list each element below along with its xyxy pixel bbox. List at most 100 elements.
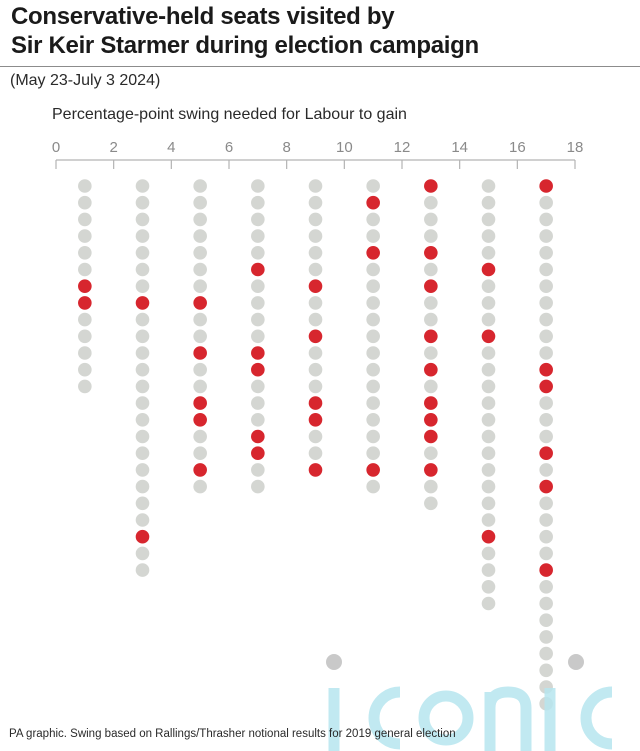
- seat-dots: [78, 179, 553, 711]
- swing-column-15: [481, 179, 496, 611]
- seat-dot: [539, 513, 553, 527]
- visited-seat-dot: [135, 296, 150, 310]
- seat-dot: [135, 413, 150, 427]
- seat-dot: [251, 179, 265, 193]
- seat-dot: [78, 346, 92, 360]
- swing-column-11: [366, 179, 380, 494]
- visited-seat-dot: [193, 463, 207, 477]
- x-axis: 0 2 4 6 8 10 12 14 16 18: [52, 139, 584, 169]
- seat-dot: [193, 279, 207, 294]
- visited-seat-dot: [424, 396, 438, 410]
- date-range-subtitle: (May 23-July 3 2024): [10, 72, 161, 89]
- seat-dot: [539, 613, 553, 627]
- seat-dot: [481, 496, 496, 511]
- x-tick-label: 4: [167, 139, 175, 156]
- swing-column-3: [135, 179, 150, 577]
- seat-dot: [481, 179, 496, 193]
- seat-dot: [366, 179, 380, 193]
- seat-dot: [481, 429, 496, 444]
- seat-dot: [78, 379, 92, 394]
- seat-dot: [366, 296, 380, 310]
- seat-dot: [251, 279, 265, 294]
- seat-dot: [78, 246, 92, 260]
- visited-seat-dot: [135, 529, 150, 544]
- seat-dot: [193, 429, 207, 444]
- seat-dot: [78, 312, 92, 327]
- seat-dot: [135, 513, 150, 527]
- seat-dot: [539, 212, 553, 227]
- seat-dot: [135, 396, 150, 410]
- seat-dot: [481, 346, 496, 360]
- visited-seat-dot: [424, 246, 438, 260]
- visited-seat-dot: [251, 346, 265, 360]
- swing-column-9: [308, 179, 323, 477]
- swing-column-1: [78, 179, 92, 394]
- seat-dot: [308, 262, 323, 277]
- seat-dot: [481, 379, 496, 394]
- visited-seat-dot: [193, 296, 207, 310]
- visited-seat-dot: [308, 413, 323, 427]
- seat-dot: [539, 646, 553, 661]
- visited-seat-dot: [366, 195, 380, 210]
- title-divider: [0, 66, 640, 67]
- visited-seat-dot: [193, 346, 207, 360]
- seat-dot: [481, 413, 496, 427]
- seat-dot: [424, 446, 438, 461]
- visited-seat-dot: [539, 479, 553, 494]
- visited-seat-dot: [539, 362, 553, 377]
- seat-dot: [539, 596, 553, 611]
- swing-column-5: [193, 179, 207, 494]
- visited-seat-dot: [539, 446, 553, 461]
- seat-dot: [539, 262, 553, 277]
- title-line-1: Conservative-held seats visited by: [11, 3, 395, 30]
- seat-dot: [366, 396, 380, 410]
- visited-seat-dot: [251, 446, 265, 461]
- seat-dot: [481, 596, 496, 611]
- seat-dot: [135, 246, 150, 260]
- seat-dot: [308, 195, 323, 210]
- seat-dot: [135, 546, 150, 561]
- x-tick-label: 12: [394, 139, 411, 156]
- seat-dot: [251, 463, 265, 477]
- seat-dot: [539, 195, 553, 210]
- visited-seat-dot: [193, 413, 207, 427]
- seat-dot: [424, 262, 438, 277]
- x-tick-label: 18: [567, 139, 584, 156]
- seat-dot: [251, 413, 265, 427]
- seat-dot: [481, 229, 496, 243]
- seat-dot: [78, 329, 92, 344]
- seat-dot: [481, 580, 496, 594]
- seat-dot: [366, 379, 380, 394]
- seat-dot: [193, 246, 207, 260]
- seat-dot: [78, 262, 92, 277]
- visited-seat-dot: [539, 563, 553, 577]
- seat-dot: [539, 229, 553, 243]
- seat-dot: [366, 262, 380, 277]
- visited-seat-dot: [251, 262, 265, 277]
- x-tick-label: 6: [225, 139, 233, 156]
- seat-dot: [135, 312, 150, 327]
- seat-dot: [135, 279, 150, 294]
- seat-dot: [539, 413, 553, 427]
- seat-dot: [539, 312, 553, 327]
- seat-dot: [481, 546, 496, 561]
- visited-seat-dot: [366, 463, 380, 477]
- seat-dot: [135, 463, 150, 477]
- visited-seat-dot: [424, 179, 438, 193]
- seat-dot: [308, 312, 323, 327]
- seat-dot: [251, 312, 265, 327]
- seat-dot: [424, 296, 438, 310]
- seat-dot: [481, 296, 496, 310]
- title-line-2: Sir Keir Starmer during election campaig…: [11, 32, 479, 59]
- seat-dot: [539, 396, 553, 410]
- seat-dot: [424, 312, 438, 327]
- seat-dot: [366, 479, 380, 494]
- seat-dot: [366, 446, 380, 461]
- visited-seat-dot: [193, 396, 207, 410]
- seat-dot: [251, 379, 265, 394]
- seat-dot: [366, 312, 380, 327]
- visited-seat-dot: [251, 362, 265, 377]
- seat-dot: [135, 563, 150, 577]
- visited-seat-dot: [308, 463, 323, 477]
